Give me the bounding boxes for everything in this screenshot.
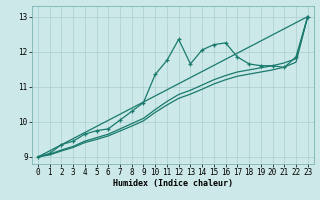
X-axis label: Humidex (Indice chaleur): Humidex (Indice chaleur) bbox=[113, 179, 233, 188]
